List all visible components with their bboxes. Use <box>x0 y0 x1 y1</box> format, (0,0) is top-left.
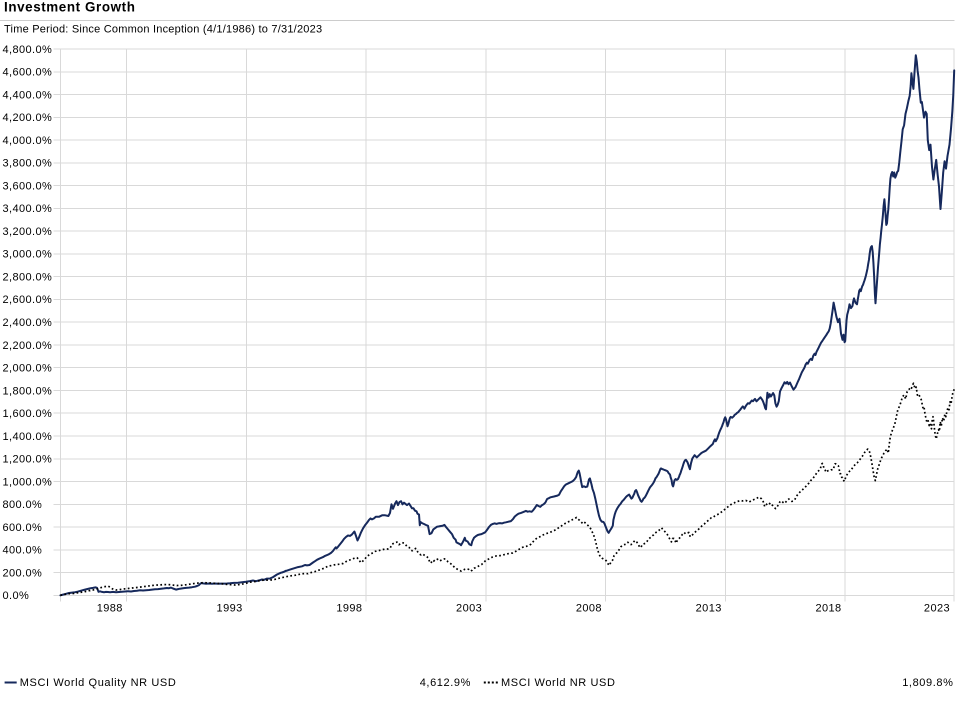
svg-text:1988: 1988 <box>97 602 123 614</box>
svg-text:1,800.0%: 1,800.0% <box>3 385 53 397</box>
svg-text:800.0%: 800.0% <box>3 499 43 511</box>
svg-text:MSCI World Quality NR USD: MSCI World Quality NR USD <box>20 677 177 689</box>
svg-text:2023: 2023 <box>924 602 950 614</box>
svg-text:3,000.0%: 3,000.0% <box>3 249 53 261</box>
svg-text:3,600.0%: 3,600.0% <box>3 180 53 192</box>
svg-text:1,200.0%: 1,200.0% <box>3 454 53 466</box>
svg-text:2003: 2003 <box>456 602 482 614</box>
svg-text:400.0%: 400.0% <box>3 545 43 557</box>
svg-text:2,800.0%: 2,800.0% <box>3 272 53 284</box>
svg-text:Time Period: Since Common Ince: Time Period: Since Common Inception (4/1… <box>4 24 322 36</box>
svg-text:4,600.0%: 4,600.0% <box>3 67 53 79</box>
svg-text:3,400.0%: 3,400.0% <box>3 203 53 215</box>
svg-text:1,000.0%: 1,000.0% <box>3 476 53 488</box>
svg-text:2,400.0%: 2,400.0% <box>3 317 53 329</box>
svg-text:3,800.0%: 3,800.0% <box>3 158 53 170</box>
svg-text:2,200.0%: 2,200.0% <box>3 340 53 352</box>
svg-text:4,800.0%: 4,800.0% <box>3 44 53 56</box>
svg-text:2,600.0%: 2,600.0% <box>3 294 53 306</box>
svg-text:1,400.0%: 1,400.0% <box>3 431 53 443</box>
svg-text:1993: 1993 <box>217 602 243 614</box>
svg-text:1,809.8%: 1,809.8% <box>902 677 953 689</box>
svg-text:4,200.0%: 4,200.0% <box>3 112 53 124</box>
svg-text:1,600.0%: 1,600.0% <box>3 408 53 420</box>
svg-text:0.0%: 0.0% <box>3 590 30 602</box>
svg-text:200.0%: 200.0% <box>3 567 43 579</box>
svg-text:1998: 1998 <box>336 602 362 614</box>
svg-text:4,612.9%: 4,612.9% <box>420 677 471 689</box>
svg-text:3,200.0%: 3,200.0% <box>3 226 53 238</box>
svg-text:2013: 2013 <box>696 602 722 614</box>
svg-text:600.0%: 600.0% <box>3 522 43 534</box>
svg-text:4,400.0%: 4,400.0% <box>3 89 53 101</box>
svg-text:2,000.0%: 2,000.0% <box>3 363 53 375</box>
svg-text:2008: 2008 <box>576 602 602 614</box>
svg-text:2018: 2018 <box>815 602 841 614</box>
svg-text:4,000.0%: 4,000.0% <box>3 135 53 147</box>
svg-text:MSCI World NR USD: MSCI World NR USD <box>501 677 616 689</box>
svg-text:Investment Growth: Investment Growth <box>4 0 135 15</box>
